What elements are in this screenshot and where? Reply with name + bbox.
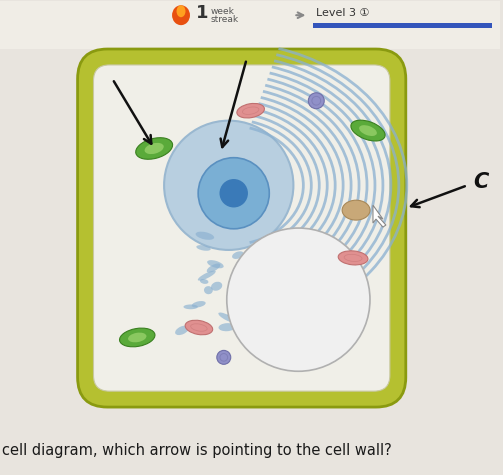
Ellipse shape (270, 273, 288, 284)
Ellipse shape (269, 328, 282, 334)
Ellipse shape (257, 268, 265, 274)
Ellipse shape (188, 324, 199, 328)
Text: 1: 1 (196, 4, 208, 22)
Circle shape (164, 121, 293, 250)
Ellipse shape (281, 307, 299, 314)
Ellipse shape (218, 323, 235, 331)
Ellipse shape (204, 286, 213, 294)
Ellipse shape (281, 321, 291, 328)
Ellipse shape (267, 265, 287, 275)
Polygon shape (373, 205, 386, 227)
Ellipse shape (342, 200, 370, 220)
Ellipse shape (175, 326, 189, 335)
Ellipse shape (128, 332, 146, 342)
Ellipse shape (237, 104, 265, 118)
Ellipse shape (258, 258, 274, 267)
Ellipse shape (207, 260, 224, 268)
Circle shape (219, 179, 248, 208)
FancyBboxPatch shape (94, 65, 390, 391)
Circle shape (198, 158, 269, 229)
Ellipse shape (227, 314, 244, 322)
Ellipse shape (277, 269, 289, 277)
Ellipse shape (172, 5, 190, 25)
Ellipse shape (198, 271, 216, 281)
FancyBboxPatch shape (77, 49, 406, 407)
Ellipse shape (184, 304, 198, 309)
Ellipse shape (244, 288, 257, 293)
Ellipse shape (177, 5, 186, 17)
Ellipse shape (196, 245, 211, 251)
Ellipse shape (250, 296, 259, 303)
Text: streak: streak (211, 15, 239, 24)
Ellipse shape (231, 280, 253, 287)
Ellipse shape (273, 277, 287, 285)
Text: week: week (211, 7, 235, 16)
Text: C: C (473, 172, 489, 192)
Ellipse shape (211, 282, 222, 291)
Ellipse shape (207, 264, 220, 273)
Ellipse shape (192, 301, 206, 307)
Circle shape (308, 93, 324, 109)
Ellipse shape (232, 251, 244, 259)
Ellipse shape (359, 125, 377, 136)
Ellipse shape (136, 138, 173, 159)
Ellipse shape (144, 143, 164, 154)
Ellipse shape (258, 278, 273, 286)
Bar (0, 1, 500, 49)
Ellipse shape (266, 276, 277, 283)
Ellipse shape (120, 328, 155, 347)
Text: cell diagram, which arrow is pointing to the cell wall?: cell diagram, which arrow is pointing to… (2, 443, 392, 458)
Bar (313, 23, 492, 28)
Ellipse shape (351, 120, 385, 141)
Ellipse shape (257, 270, 274, 281)
Circle shape (217, 351, 231, 364)
Ellipse shape (196, 232, 214, 240)
Ellipse shape (193, 324, 209, 330)
Ellipse shape (291, 300, 302, 309)
Ellipse shape (218, 313, 235, 323)
Ellipse shape (338, 251, 368, 265)
Ellipse shape (238, 266, 248, 270)
Circle shape (227, 228, 370, 371)
Ellipse shape (185, 320, 213, 335)
Text: Level 3 ①: Level 3 ① (316, 8, 370, 18)
Ellipse shape (296, 308, 314, 313)
Ellipse shape (200, 279, 208, 284)
